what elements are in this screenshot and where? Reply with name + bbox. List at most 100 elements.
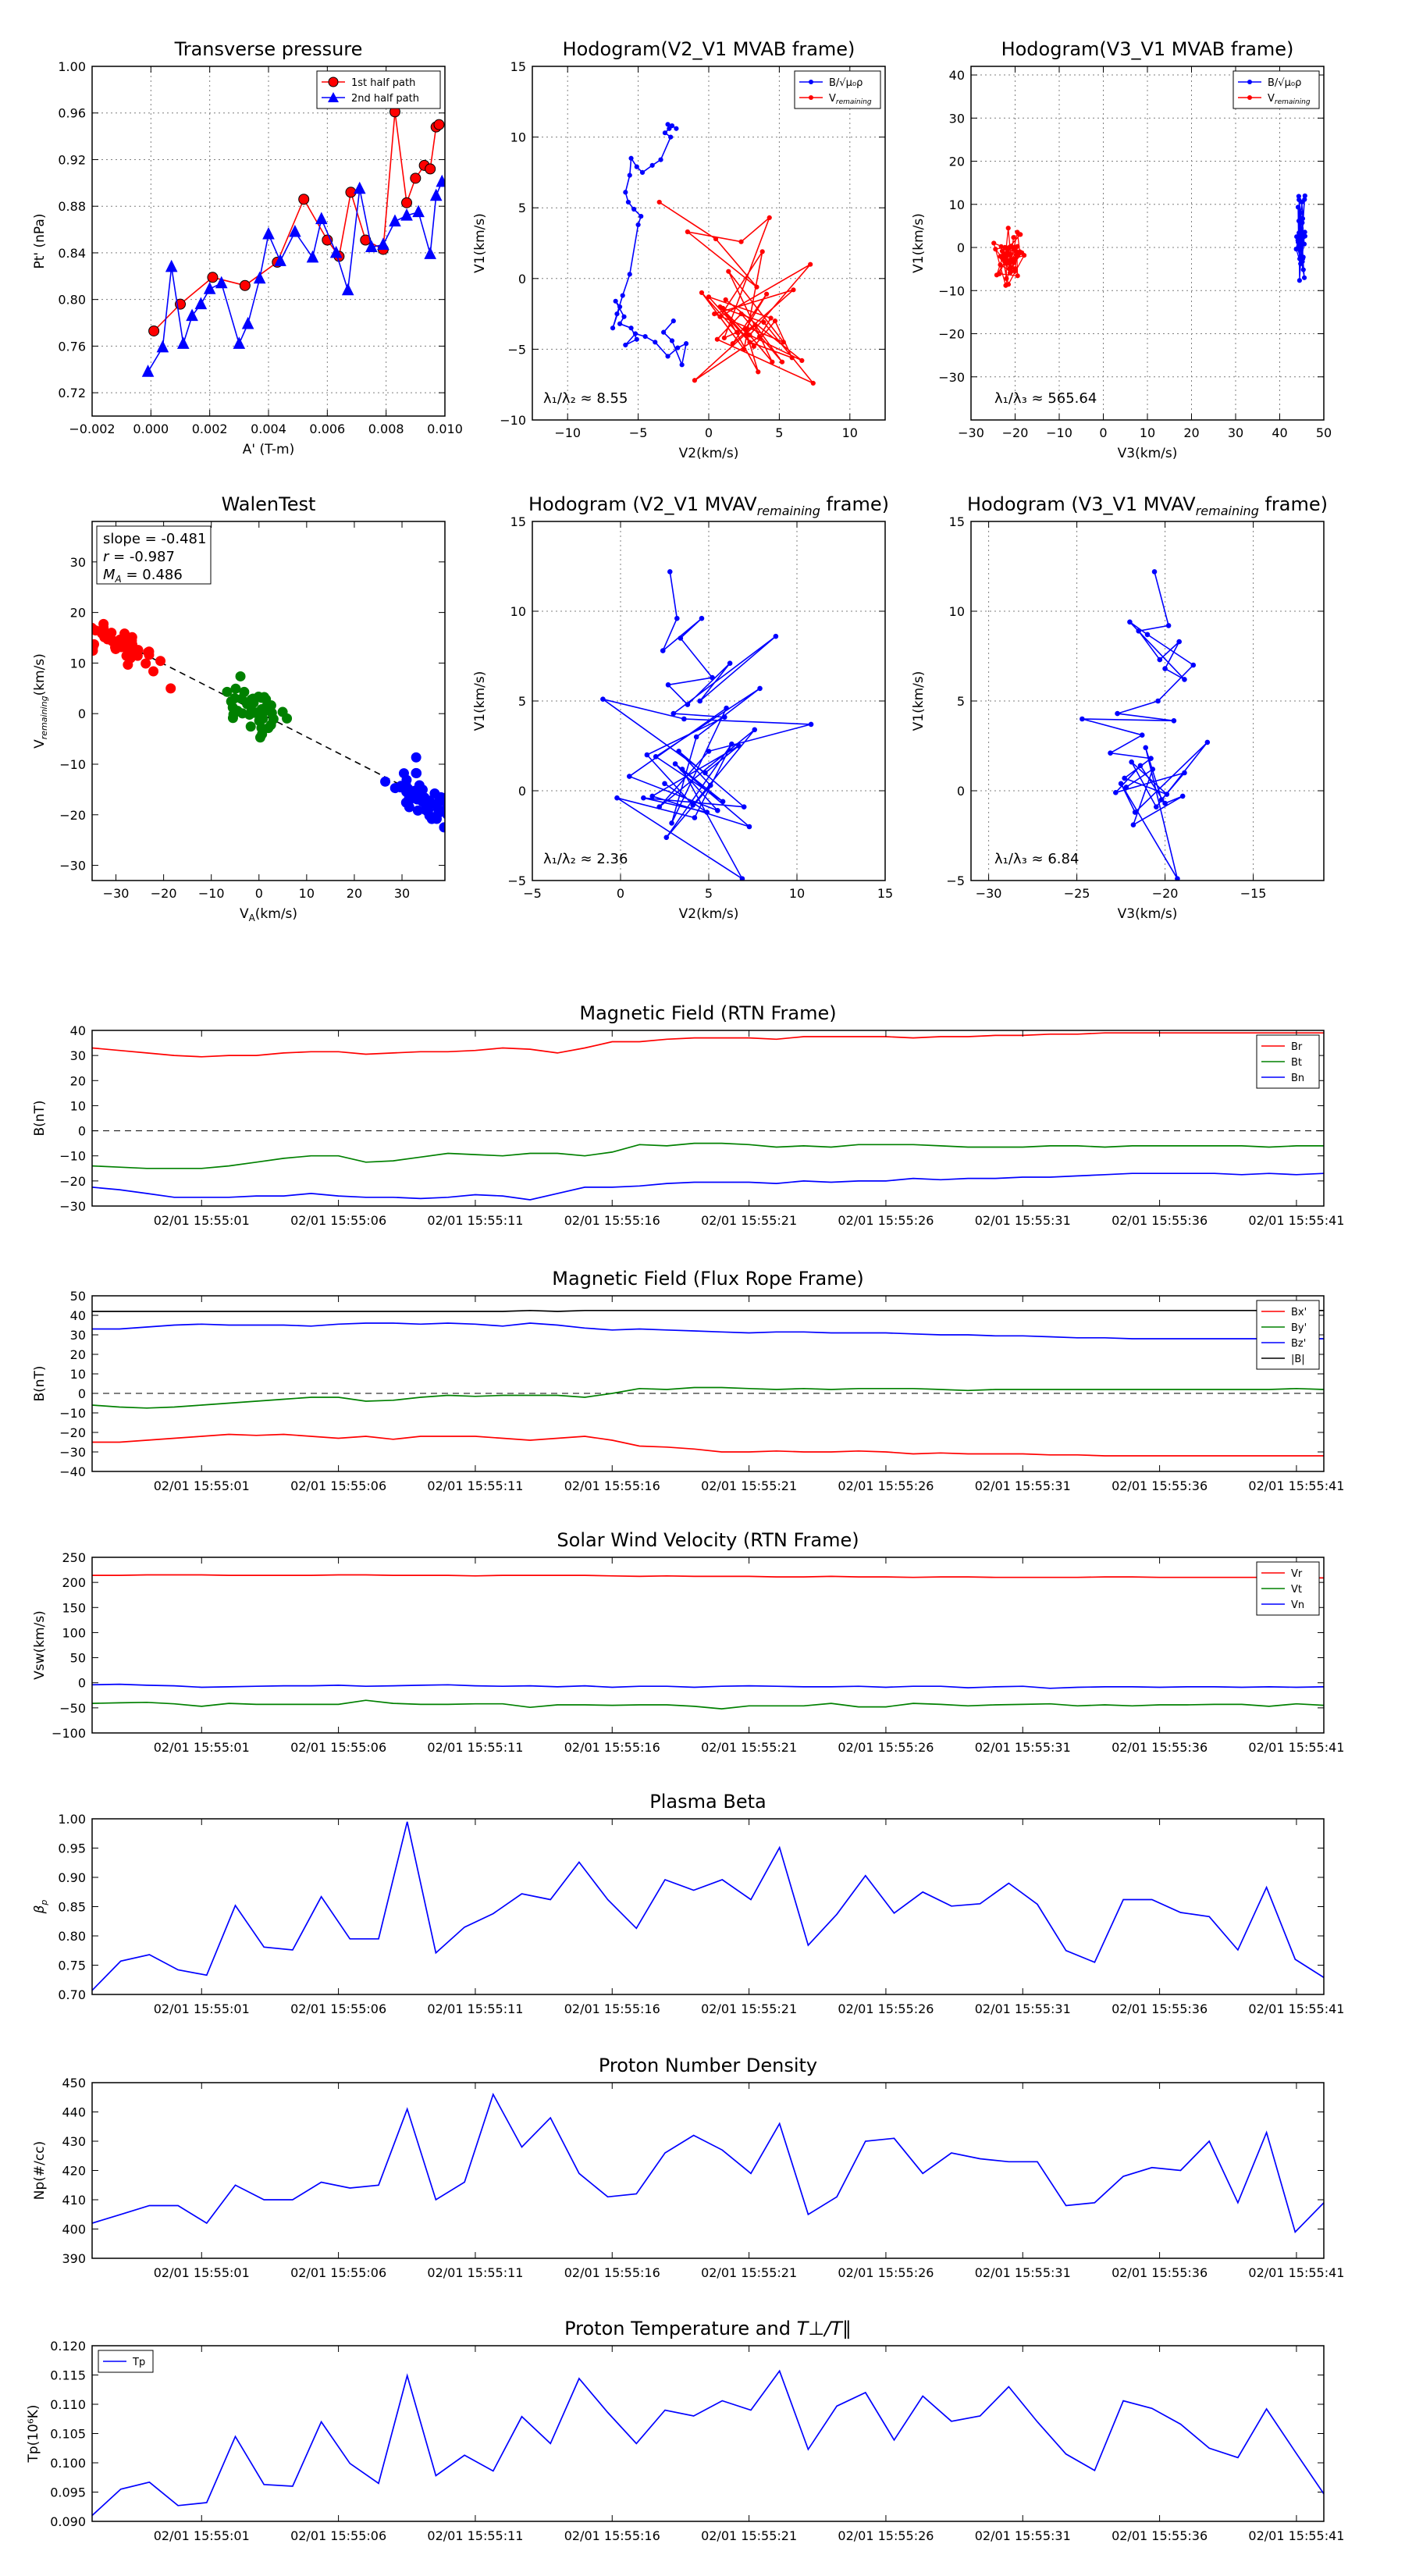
legend: Tp bbox=[98, 2350, 154, 2373]
x-tick-label: 0.004 bbox=[251, 422, 286, 436]
data-point bbox=[246, 705, 257, 716]
time-tick-label: 02/01 15:55:26 bbox=[838, 1213, 934, 1228]
plot-area bbox=[991, 193, 1308, 288]
data-point bbox=[717, 304, 723, 310]
time-tick-label: 02/01 15:55:41 bbox=[1248, 1213, 1344, 1228]
data-point bbox=[1301, 275, 1307, 280]
data-point bbox=[639, 169, 646, 175]
data-point bbox=[401, 197, 413, 208]
axes-frame bbox=[91, 1557, 1325, 1734]
data-point bbox=[679, 362, 685, 368]
panel-mf: Magnetic Field (RTN Frame) −30 −20 −10 0 10 20… bbox=[32, 1002, 1344, 1228]
ratio-annotation: λ₁/λ₃ ≈ 565.64 bbox=[994, 390, 1097, 407]
data-point bbox=[1021, 253, 1027, 258]
y-tick-label: −30 bbox=[59, 859, 86, 873]
y-tick-label: 20 bbox=[70, 606, 86, 621]
series-line-Br bbox=[92, 1032, 1324, 1058]
data-point bbox=[627, 272, 632, 277]
y-tick-label: 0.80 bbox=[58, 1929, 86, 1944]
x-tick-label: −20 bbox=[1152, 886, 1179, 901]
data-point bbox=[414, 780, 425, 791]
data-point bbox=[998, 262, 1003, 268]
data-point bbox=[241, 316, 254, 329]
data-point bbox=[997, 271, 1002, 276]
x-tick-label: 0.002 bbox=[192, 422, 228, 436]
x-tick-label: −0.002 bbox=[69, 422, 115, 436]
data-point bbox=[1190, 662, 1197, 668]
legend-label: 1st half path bbox=[351, 77, 415, 89]
data-point bbox=[222, 686, 233, 697]
data-point bbox=[1137, 763, 1144, 769]
chart-title: Proton Number Density bbox=[599, 2055, 817, 2076]
data-point bbox=[653, 340, 658, 345]
data-point bbox=[707, 782, 713, 788]
data-point bbox=[433, 119, 445, 130]
plot-area bbox=[141, 106, 445, 377]
x-tick-label: 0.006 bbox=[309, 422, 345, 436]
data-point bbox=[627, 173, 632, 178]
y-tick-label: 50 bbox=[70, 1289, 86, 1304]
data-point bbox=[245, 721, 256, 732]
y-tick-label: −10 bbox=[59, 1406, 86, 1421]
y-tick-label: 0 bbox=[957, 784, 965, 799]
data-point bbox=[1130, 822, 1136, 827]
time-tick-label: 02/01 15:55:36 bbox=[1112, 2001, 1208, 2016]
x-tick-label: −10 bbox=[554, 425, 581, 440]
time-tick-label: 02/01 15:55:16 bbox=[564, 1740, 660, 1755]
legend-label: Vremaining bbox=[829, 93, 872, 106]
y-tick-label: 0.96 bbox=[58, 106, 86, 121]
data-point bbox=[752, 322, 758, 328]
data-point bbox=[627, 774, 632, 779]
time-tick-label: 02/01 15:55:11 bbox=[427, 1740, 523, 1755]
y-tick-label: 0.90 bbox=[58, 1870, 86, 1885]
y-tick-label: 30 bbox=[70, 1328, 86, 1343]
y-tick-label: 0.72 bbox=[58, 386, 86, 400]
time-tick-label: 02/01 15:55:21 bbox=[701, 1478, 797, 1493]
axes-frame bbox=[532, 66, 886, 421]
data-point bbox=[644, 752, 650, 758]
time-tick-label: 02/01 15:55:11 bbox=[427, 1478, 523, 1493]
data-point bbox=[1136, 628, 1141, 634]
data-point bbox=[247, 693, 258, 704]
y-tick-label: 0.88 bbox=[58, 199, 86, 214]
data-point bbox=[635, 222, 641, 228]
legend-marker bbox=[1247, 95, 1252, 100]
series-line-Bn bbox=[92, 1172, 1324, 1201]
time-tick-label: 02/01 15:55:21 bbox=[701, 2265, 797, 2280]
data-point bbox=[756, 369, 761, 375]
time-tick-label: 02/01 15:55:36 bbox=[1112, 1478, 1208, 1493]
y-tick-label: −10 bbox=[938, 283, 965, 298]
data-point bbox=[125, 646, 136, 657]
y-tick-label: 1.00 bbox=[58, 1812, 86, 1827]
data-point bbox=[259, 692, 270, 703]
data-point bbox=[661, 329, 667, 335]
stats-line: r = -0.987 bbox=[103, 549, 175, 565]
y-tick-label: 40 bbox=[70, 1023, 86, 1038]
data-point bbox=[1148, 756, 1154, 761]
y-tick-label: 30 bbox=[70, 555, 86, 570]
legend-label: B/√μ₀ρ bbox=[1268, 77, 1301, 89]
time-tick-label: 02/01 15:55:06 bbox=[290, 2265, 386, 2280]
data-point bbox=[422, 798, 432, 809]
y-tick-label: 0 bbox=[78, 1386, 86, 1401]
y-tick-label: −5 bbox=[507, 342, 526, 357]
ratio-annotation: λ₁/λ₂ ≈ 8.55 bbox=[543, 390, 628, 407]
legend-label: Br bbox=[1291, 1041, 1303, 1053]
legend-label: Vremaining bbox=[1268, 93, 1311, 106]
data-point bbox=[620, 293, 625, 298]
time-tick-label: 02/01 15:55:41 bbox=[1248, 2528, 1344, 2543]
y-tick-label: 30 bbox=[949, 111, 965, 126]
data-point bbox=[660, 648, 666, 653]
data-point bbox=[717, 314, 723, 319]
chart-title: Plasma Beta bbox=[649, 1791, 766, 1813]
data-point bbox=[610, 326, 616, 331]
series-line-beta bbox=[92, 1821, 1324, 1991]
data-point bbox=[693, 734, 699, 740]
stats-line: MA = 0.486 bbox=[103, 567, 183, 585]
data-point bbox=[642, 333, 648, 340]
time-tick-label: 02/01 15:55:31 bbox=[975, 1740, 1071, 1755]
legend-label: |B| bbox=[1291, 1354, 1305, 1365]
data-point bbox=[808, 262, 813, 267]
data-point bbox=[674, 126, 679, 131]
data-point bbox=[230, 683, 241, 694]
